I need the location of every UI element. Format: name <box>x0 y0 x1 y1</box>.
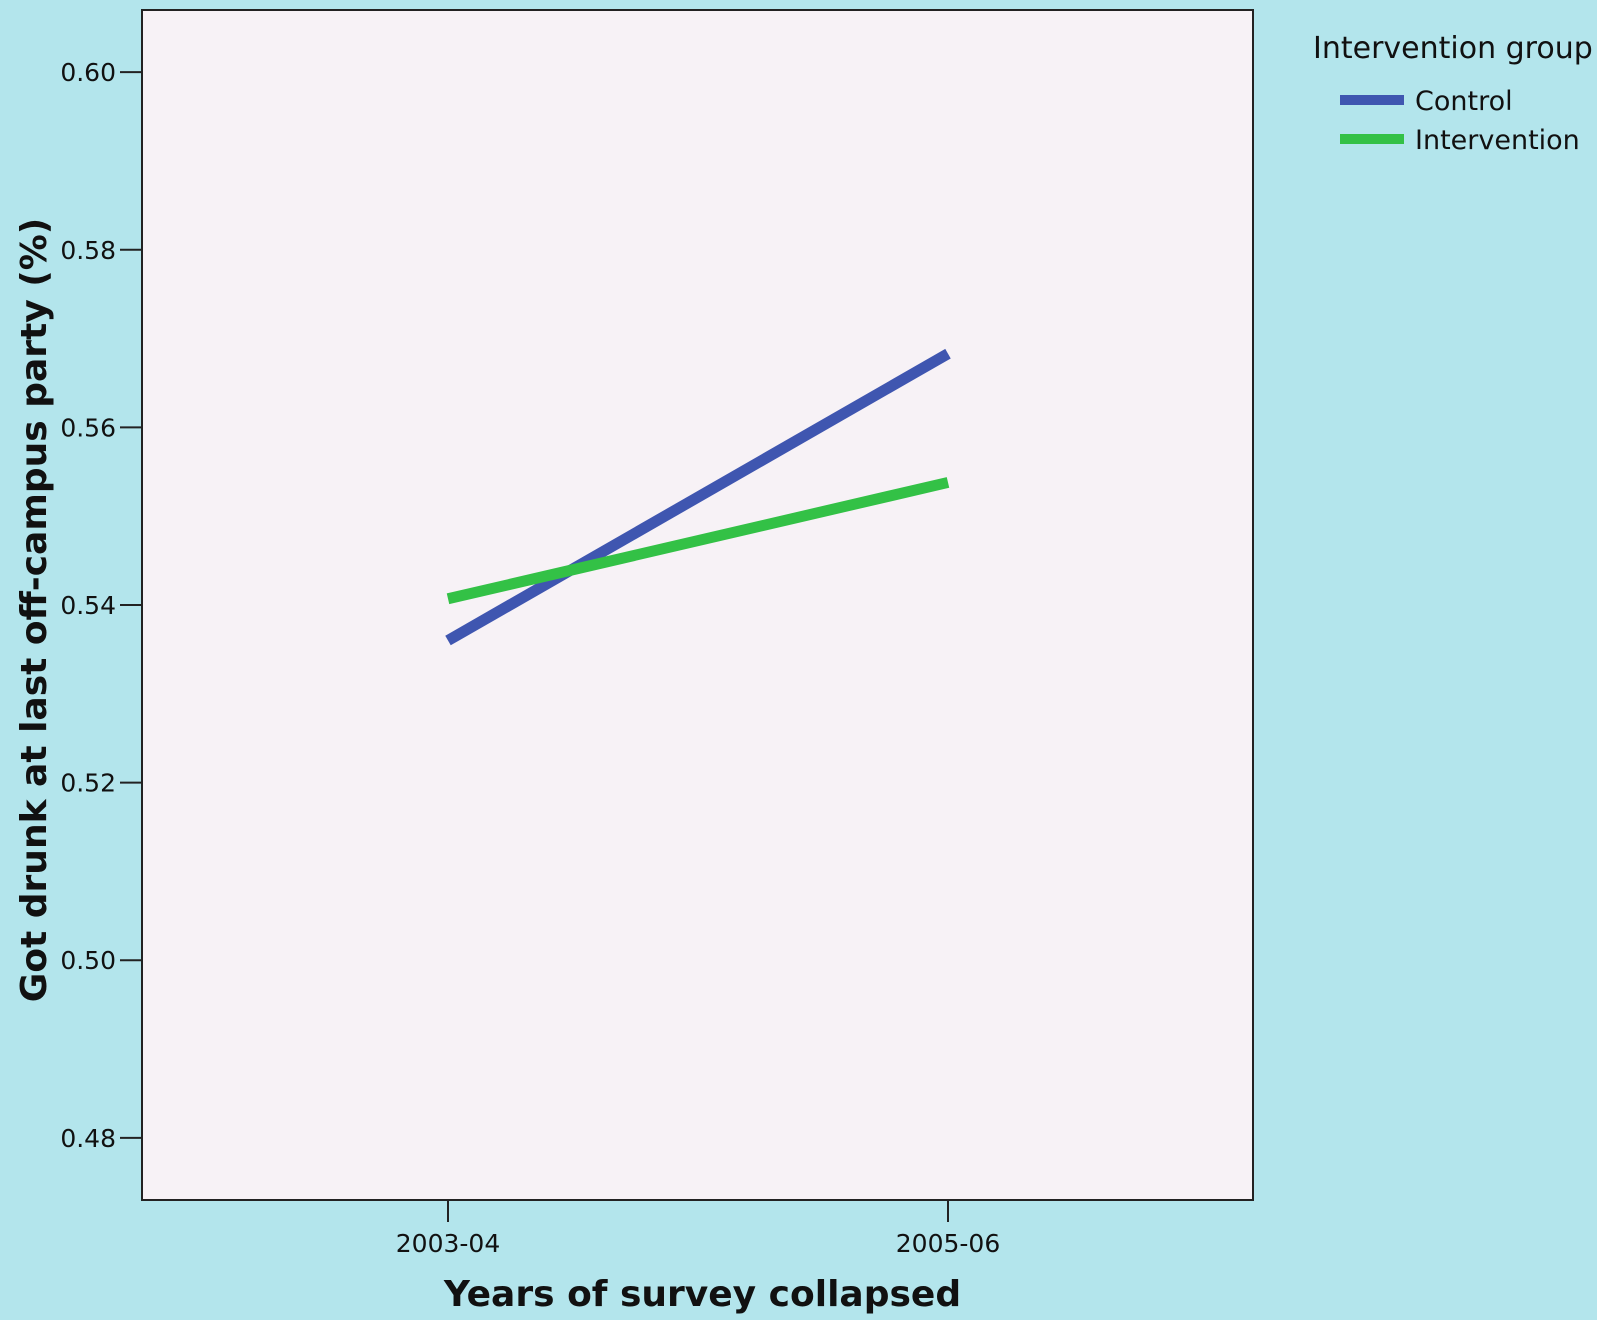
x-tick-label: 2005-06 <box>896 1229 1000 1258</box>
x-tick-label: 2003-04 <box>396 1229 500 1258</box>
series-line-intervention <box>446 477 950 605</box>
y-tick-label: 0.56 <box>60 413 116 442</box>
plot-area <box>141 9 1254 1201</box>
y-axis: 0.48 0.50 0.52 0.54 0.56 0.58 0.60 <box>60 58 142 1153</box>
series-line-control <box>445 348 951 646</box>
y-tick-label: 0.52 <box>60 769 116 798</box>
x-axis-title: Years of survey collapsed <box>443 1274 961 1315</box>
legend: Intervention group Control Intervention <box>1313 31 1593 156</box>
y-tick-label: 0.54 <box>60 591 116 620</box>
legend-label-intervention: Intervention <box>1415 125 1580 156</box>
y-tick-label: 0.60 <box>60 58 116 87</box>
y-axis-title: Got drunk at last off-campus party (%) <box>14 218 55 1002</box>
legend-label-control: Control <box>1415 86 1513 117</box>
y-tick-label: 0.58 <box>60 236 116 265</box>
y-tick-label: 0.48 <box>60 1124 116 1153</box>
x-axis: 2003-04 2005-06 <box>396 1200 1000 1258</box>
series-layer <box>445 348 951 646</box>
legend-title: Intervention group <box>1313 31 1593 66</box>
y-tick-label: 0.50 <box>60 946 116 975</box>
